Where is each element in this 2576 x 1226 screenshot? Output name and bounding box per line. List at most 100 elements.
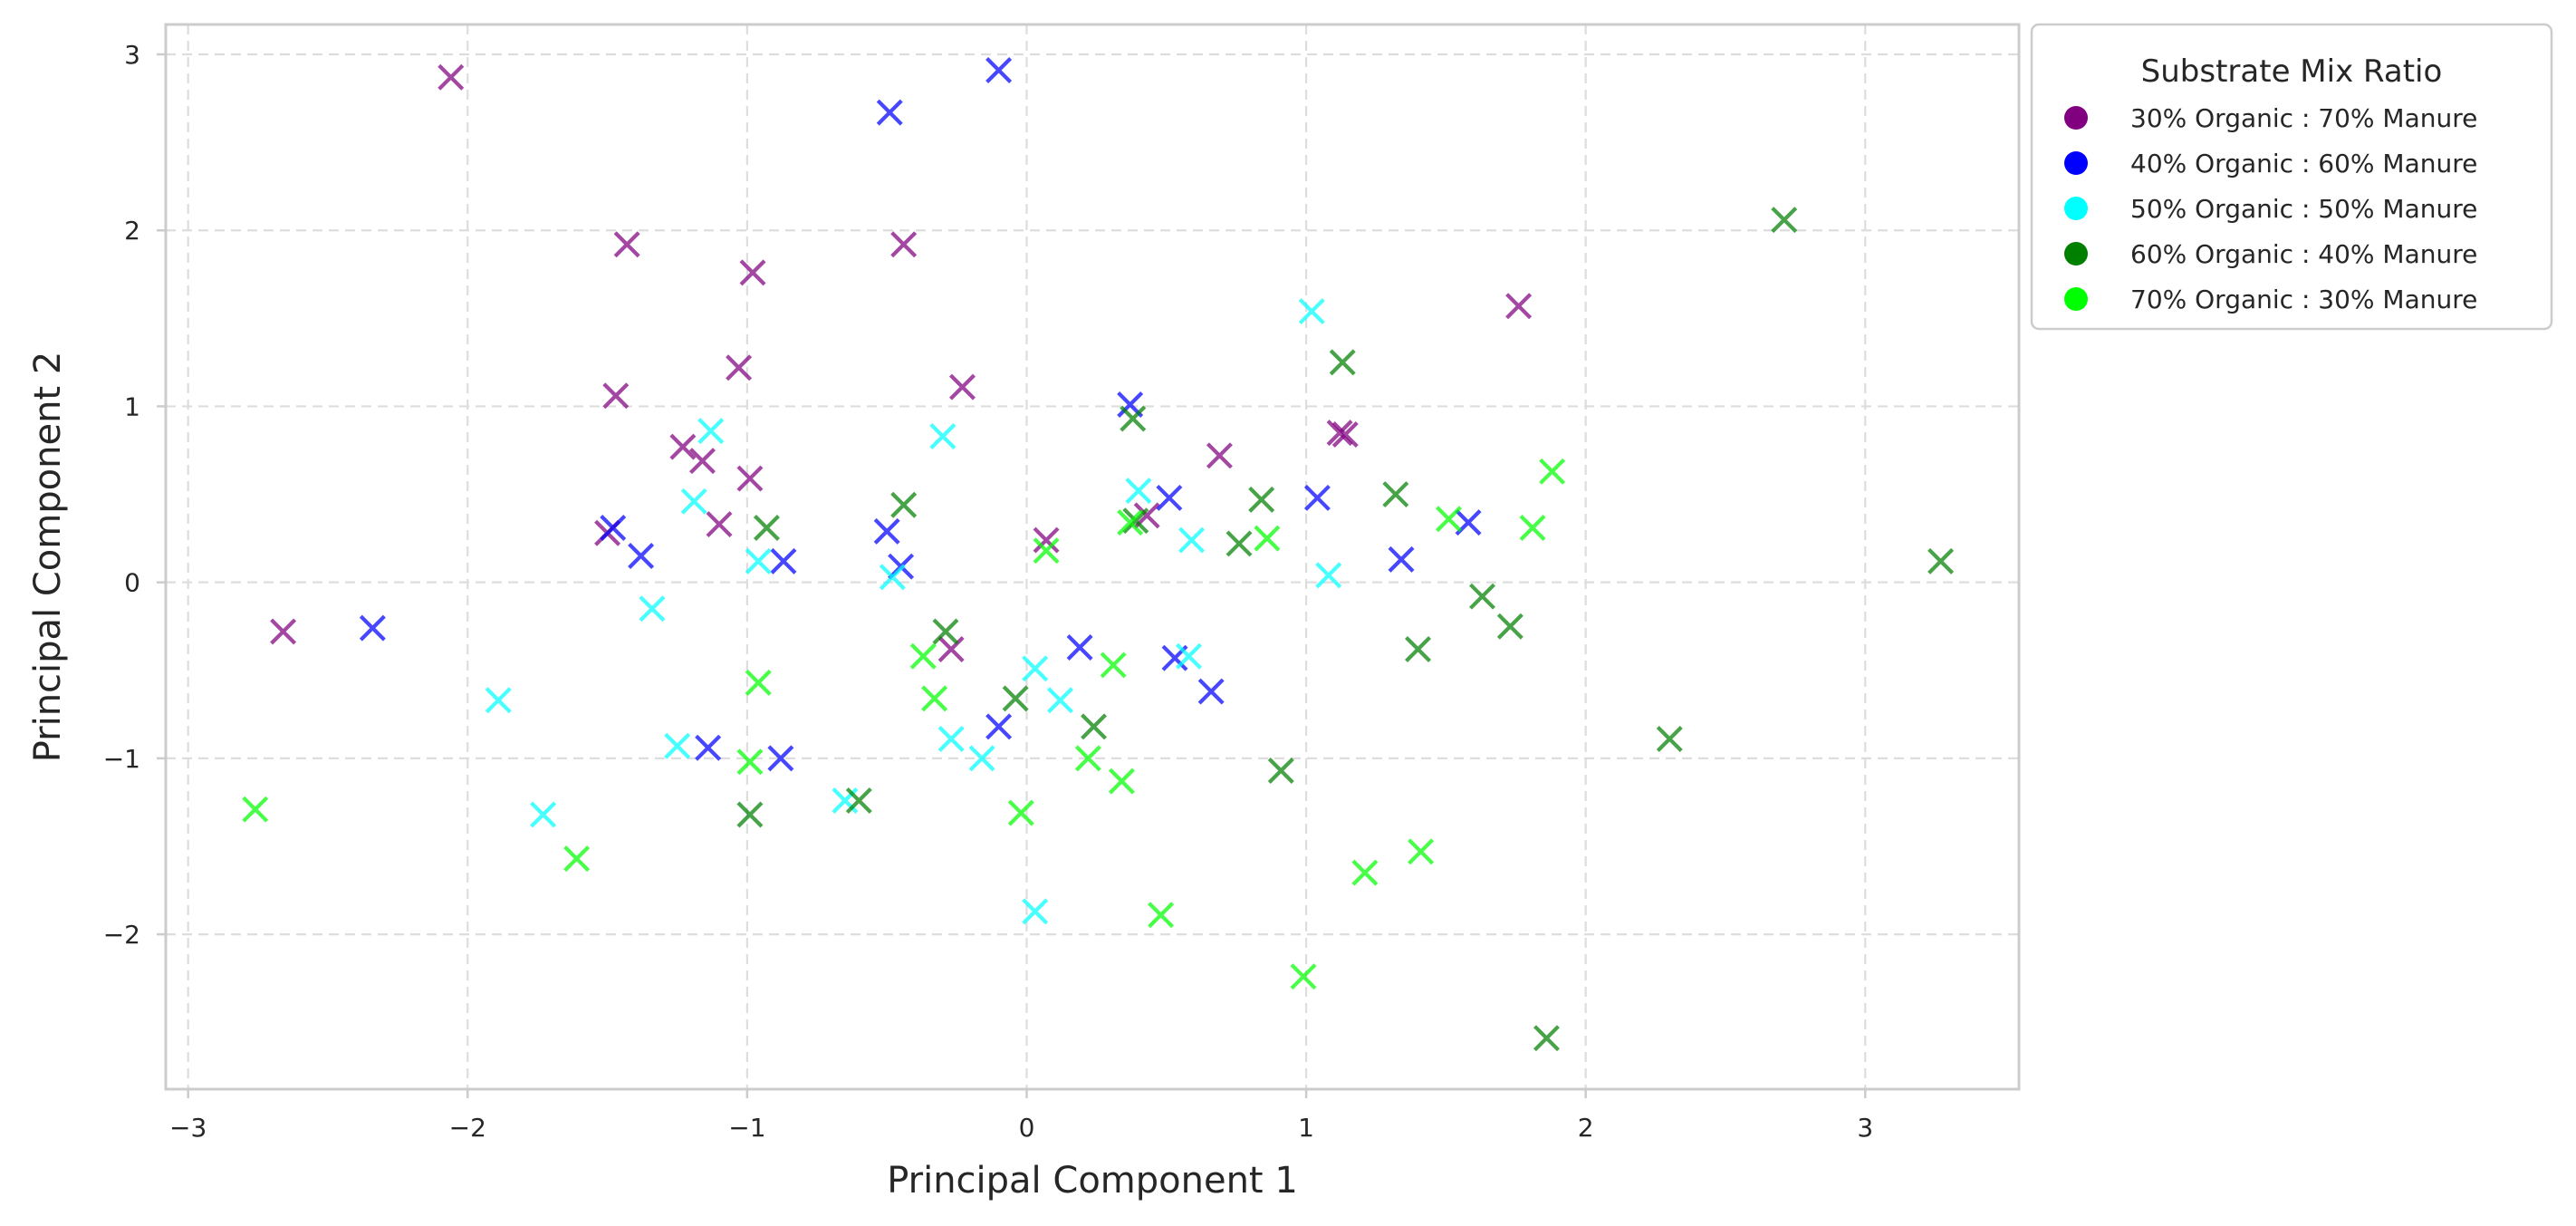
data-point-series-3 (1022, 898, 1049, 925)
data-point-series-3 (745, 547, 772, 574)
data-point-series-1 (1206, 442, 1233, 469)
data-point-series-4 (1382, 481, 1409, 508)
data-point-series-2 (770, 547, 797, 574)
x-tick-label: −3 (169, 1113, 207, 1143)
data-point-series-1 (706, 511, 733, 538)
y-tick-label: 0 (124, 568, 140, 598)
data-point-series-2 (1197, 678, 1225, 705)
data-point-series-5 (1539, 458, 1566, 485)
data-point-series-3 (664, 732, 691, 759)
data-point-series-1 (1505, 293, 1533, 320)
data-point-series-4 (736, 801, 764, 828)
data-point-series-3 (1315, 562, 1342, 589)
data-point-series-4 (1927, 547, 1955, 574)
data-point-series-1 (736, 465, 764, 492)
data-point-series-3 (530, 801, 557, 828)
data-point-series-2 (1388, 545, 1415, 573)
data-point-series-2 (359, 614, 386, 642)
legend-box (2030, 23, 2553, 331)
data-point-series-4 (1120, 405, 1147, 432)
data-point-series-2 (1156, 484, 1183, 511)
legend-label: 50% Organic : 50% Manure (2130, 194, 2477, 224)
x-tick-label: −1 (728, 1113, 765, 1143)
data-point-series-3 (1047, 687, 1073, 714)
data-point-series-2 (985, 57, 1013, 83)
data-point-series-2 (1066, 634, 1093, 661)
x-axis-ticks: −3 −2 −1 0 1 2 3 (169, 1089, 1873, 1143)
data-point-series-3 (937, 726, 965, 752)
legend-items: 30% Organic : 70% Manure 40% Organic : 60… (2064, 103, 2477, 314)
data-point-series-3 (1178, 526, 1206, 554)
data-point-series-5 (745, 669, 772, 696)
data-point-series-4 (1329, 349, 1356, 376)
data-point-series-3 (929, 422, 956, 449)
data-point-series-3 (639, 595, 666, 623)
y-tick-label: −1 (103, 744, 140, 774)
legend-marker (2064, 287, 2088, 311)
legend-marker (2064, 106, 2088, 130)
data-point-series-5 (909, 642, 937, 670)
data-point-series-5 (1435, 506, 1462, 533)
data-point-series-3 (1022, 655, 1049, 682)
data-point-series-2 (695, 734, 722, 761)
data-point-series-2 (985, 713, 1013, 740)
legend-marker (2064, 242, 2088, 265)
data-point-series-5 (1351, 859, 1379, 886)
data-point-series-4 (1405, 635, 1432, 662)
data-point-series-1 (739, 259, 766, 286)
data-point-series-5 (1100, 652, 1127, 679)
legend-label: 60% Organic : 40% Manure (2130, 239, 2477, 269)
data-point-series-3 (485, 687, 512, 714)
x-tick-label: −2 (449, 1113, 486, 1143)
y-tick-label: 1 (124, 391, 140, 421)
data-point-series-2 (873, 517, 900, 545)
data-points (242, 57, 1955, 1052)
data-point-series-2 (767, 745, 794, 772)
data-point-series-4 (1771, 207, 1798, 234)
data-point-series-3 (697, 418, 725, 445)
x-tick-label: 3 (1857, 1113, 1873, 1143)
data-point-series-1 (602, 382, 630, 410)
x-tick-label: 0 (1019, 1113, 1035, 1143)
data-point-series-3 (968, 745, 995, 772)
data-point-series-3 (1298, 298, 1325, 325)
data-point-series-4 (890, 491, 918, 518)
data-point-series-4 (845, 787, 872, 814)
data-point-series-5 (921, 685, 948, 712)
legend-marker (2064, 197, 2088, 220)
data-point-series-1 (1331, 421, 1359, 449)
data-point-series-5 (1254, 525, 1281, 552)
data-point-series-5 (1033, 537, 1060, 565)
data-point-series-1 (726, 354, 753, 381)
data-point-series-4 (1002, 685, 1029, 712)
data-point-series-5 (1117, 509, 1144, 536)
data-point-series-2 (600, 514, 627, 541)
data-point-series-1 (613, 231, 640, 258)
grid-lines (166, 24, 2019, 1089)
legend-label: 30% Organic : 70% Manure (2130, 103, 2477, 133)
data-point-series-3 (1175, 642, 1202, 670)
x-tick-label: 2 (1578, 1113, 1594, 1143)
data-point-series-2 (876, 99, 903, 126)
data-point-series-4 (1656, 726, 1683, 752)
y-axis-label: Principal Component 2 (27, 352, 69, 763)
data-point-series-4 (1533, 1025, 1560, 1052)
data-point-series-1 (1326, 420, 1353, 447)
data-point-series-3 (879, 564, 906, 591)
data-point-series-2 (1303, 484, 1331, 511)
data-point-series-1 (1033, 526, 1060, 554)
data-point-series-1 (669, 433, 697, 460)
y-axis-ticks: −2 −1 0 1 2 3 (103, 40, 166, 950)
data-point-series-3 (1125, 478, 1152, 505)
data-point-series-4 (1496, 613, 1523, 640)
plot-area-frame (164, 23, 2021, 1091)
y-tick-label: 3 (124, 40, 140, 70)
data-point-series-1 (890, 231, 918, 258)
legend-marker (2064, 151, 2088, 175)
data-point-series-5 (1519, 514, 1546, 541)
legend-title: Substrate Mix Ratio (2141, 53, 2443, 90)
data-point-series-1 (937, 635, 965, 662)
data-point-series-5 (1074, 745, 1101, 772)
data-point-series-1 (689, 448, 716, 475)
